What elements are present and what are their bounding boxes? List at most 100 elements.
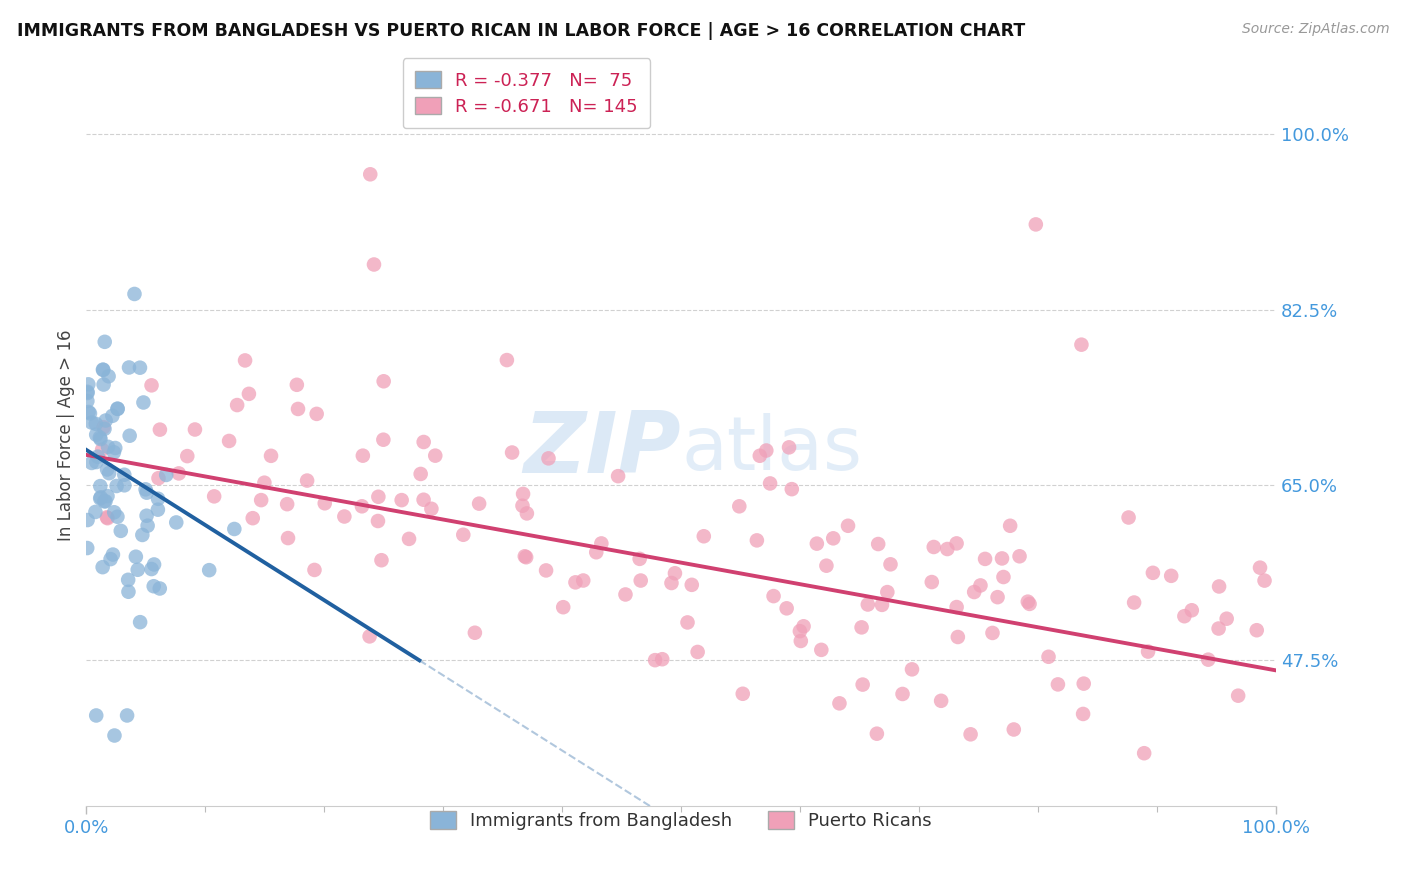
- Point: [1208, 579, 1230, 593]
- Point: [993, 570, 1015, 584]
- Point: [117, 584, 139, 599]
- Point: [1002, 723, 1025, 737]
- Point: [124, 287, 146, 301]
- Point: [1253, 574, 1275, 588]
- Point: [516, 507, 538, 521]
- Point: [496, 353, 519, 368]
- Point: [242, 511, 264, 525]
- Point: [585, 545, 607, 559]
- Point: [84, 708, 107, 723]
- Point: [287, 401, 309, 416]
- Text: Source: ZipAtlas.com: Source: ZipAtlas.com: [1241, 22, 1389, 37]
- Point: [1215, 612, 1237, 626]
- Point: [112, 467, 135, 482]
- Point: [963, 585, 986, 599]
- Point: [553, 600, 575, 615]
- Point: [1071, 706, 1094, 721]
- Point: [409, 467, 432, 481]
- Point: [1118, 510, 1140, 524]
- Point: [793, 619, 815, 633]
- Point: [93, 422, 115, 436]
- Point: [815, 558, 838, 573]
- Point: [1123, 595, 1146, 609]
- Point: [131, 528, 153, 542]
- Point: [398, 532, 420, 546]
- Point: [1008, 549, 1031, 564]
- Point: [946, 630, 969, 644]
- Point: [852, 677, 875, 691]
- Point: [105, 479, 128, 493]
- Point: [686, 645, 709, 659]
- Point: [453, 528, 475, 542]
- Point: [367, 514, 389, 528]
- Point: [89, 479, 111, 493]
- Point: [91, 560, 114, 574]
- Point: [76, 541, 98, 555]
- Point: [464, 625, 486, 640]
- Point: [591, 536, 613, 550]
- Point: [921, 575, 943, 590]
- Point: [285, 377, 308, 392]
- Point: [1246, 624, 1268, 638]
- Point: [136, 518, 159, 533]
- Point: [202, 489, 225, 503]
- Point: [868, 537, 890, 551]
- Point: [420, 501, 443, 516]
- Point: [945, 536, 967, 550]
- Point: [775, 601, 797, 615]
- Point: [661, 576, 683, 591]
- Point: [79, 406, 101, 420]
- Point: [745, 533, 768, 548]
- Point: [155, 467, 177, 482]
- Point: [218, 434, 240, 448]
- Point: [89, 430, 111, 444]
- Point: [1018, 597, 1040, 611]
- Point: [607, 469, 630, 483]
- Point: [352, 449, 374, 463]
- Point: [127, 563, 149, 577]
- Point: [810, 643, 832, 657]
- Point: [97, 440, 120, 454]
- Point: [253, 475, 276, 490]
- Point: [84, 505, 107, 519]
- Point: [141, 378, 163, 392]
- Point: [96, 462, 118, 476]
- Point: [97, 369, 120, 384]
- Point: [107, 509, 129, 524]
- Point: [412, 435, 434, 450]
- Point: [146, 502, 169, 516]
- Point: [1249, 560, 1271, 574]
- Point: [1208, 622, 1230, 636]
- Point: [94, 494, 117, 508]
- Point: [391, 493, 413, 508]
- Point: [359, 167, 381, 181]
- Point: [681, 578, 703, 592]
- Point: [373, 374, 395, 388]
- Point: [664, 566, 686, 581]
- Point: [103, 445, 125, 459]
- Point: [101, 409, 124, 423]
- Point: [1227, 689, 1250, 703]
- Point: [969, 578, 991, 592]
- Point: [731, 687, 754, 701]
- Point: [363, 258, 385, 272]
- Point: [76, 386, 98, 401]
- Point: [959, 727, 981, 741]
- Point: [93, 420, 115, 434]
- Point: [142, 579, 165, 593]
- Point: [728, 500, 751, 514]
- Y-axis label: In Labor Force | Age > 16: In Labor Force | Age > 16: [58, 329, 75, 541]
- Point: [945, 600, 967, 615]
- Point: [1025, 218, 1047, 232]
- Point: [515, 550, 537, 565]
- Point: [974, 552, 997, 566]
- Point: [86, 455, 108, 469]
- Point: [1038, 649, 1060, 664]
- Point: [110, 524, 132, 538]
- Point: [1197, 653, 1219, 667]
- Point: [564, 575, 586, 590]
- Point: [512, 499, 534, 513]
- Point: [112, 478, 135, 492]
- Point: [184, 423, 207, 437]
- Point: [100, 552, 122, 566]
